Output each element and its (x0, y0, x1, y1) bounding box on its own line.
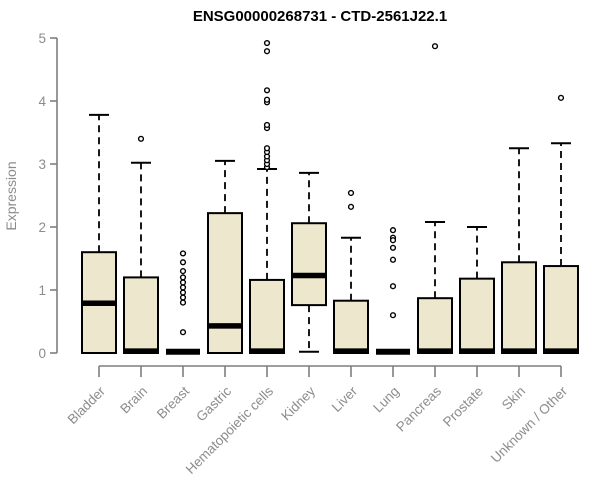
outlier-point-lung (389, 283, 397, 290)
outlier-point-hematopoietic-cells (263, 121, 271, 129)
x-category-label-bladder: Bladder (65, 383, 109, 427)
outlier-point-unknown-other (557, 94, 565, 101)
box-kidney (291, 222, 327, 307)
box-liver (333, 299, 369, 354)
x-category-label-kidney: Kidney (278, 383, 318, 423)
outlier-point-breast (179, 274, 187, 281)
outlier-point-breast (179, 284, 187, 291)
outlier-point-liver (347, 203, 355, 210)
outlier-point-brain (137, 135, 145, 142)
x-category-label-pancreas: Pancreas (393, 383, 444, 434)
outlier-point-hematopoietic-cells (263, 87, 271, 94)
x-category-label-gastric: Gastric (193, 383, 234, 424)
outlier-point-pancreas (431, 43, 439, 50)
outlier-point-breast (179, 268, 187, 275)
outlier-point-hematopoietic-cells (263, 96, 271, 103)
median-line-brain (124, 348, 158, 354)
x-category-label-skin: Skin (499, 384, 528, 413)
x-category-label-liver: Liver (329, 383, 361, 415)
box-skin (501, 261, 537, 354)
y-tick-label: 5 (38, 31, 46, 46)
outlier-point-breast (179, 299, 187, 306)
outlier-point-breast (179, 329, 187, 336)
median-line-liver (334, 348, 368, 354)
median-line-bladder (82, 300, 116, 306)
outlier-point-hematopoietic-cells (263, 39, 271, 47)
outlier-point-breast (179, 294, 187, 301)
outlier-point-breast (179, 250, 187, 257)
outlier-point-breast (179, 289, 187, 296)
outlier-point-breast (179, 279, 187, 286)
x-category-label-breast: Breast (154, 383, 192, 421)
collapsed-box-breast (166, 348, 200, 355)
box-gastric (207, 212, 243, 354)
outlier-point-lung (389, 237, 397, 244)
outlier-point-breast (179, 259, 187, 266)
median-line-hematopoietic-cells (250, 348, 284, 354)
chart-title: ENSG00000268731 - CTD-2561J22.1 (193, 8, 447, 25)
x-category-label-prostate: Prostate (440, 384, 486, 430)
median-line-unknown-other (544, 348, 578, 354)
median-line-skin (502, 348, 536, 354)
outlier-point-lung (389, 244, 397, 251)
outlier-point-lung (389, 312, 397, 319)
y-tick-label: 4 (38, 94, 46, 109)
y-tick-label: 3 (38, 157, 46, 172)
outlier-point-hematopoietic-cells (263, 48, 271, 55)
outlier-point-lung (389, 227, 397, 234)
outlier-point-hematopoietic-cells (263, 145, 271, 152)
outlier-point-lung (389, 256, 397, 263)
y-tick-label: 2 (38, 220, 46, 235)
outlier-point-liver (347, 189, 355, 197)
median-line-pancreas (418, 348, 452, 354)
x-category-label-brain: Brain (117, 384, 150, 417)
y-tick-label: 0 (38, 346, 46, 361)
median-line-gastric (208, 323, 242, 329)
median-line-prostate (460, 348, 494, 354)
box-brain (123, 276, 159, 354)
y-axis-label: Expression (3, 161, 19, 230)
collapsed-box-lung (376, 348, 410, 355)
box-prostate (459, 277, 495, 354)
box-unknown-other (543, 265, 579, 354)
y-tick-label: 1 (38, 283, 46, 298)
x-category-label-lung: Lung (370, 384, 402, 416)
box-hematopoietic-cells (249, 278, 285, 355)
box-pancreas (417, 297, 453, 355)
median-line-kidney (292, 272, 326, 279)
x-category-label-unknown-other: Unknown / Other (488, 383, 571, 466)
